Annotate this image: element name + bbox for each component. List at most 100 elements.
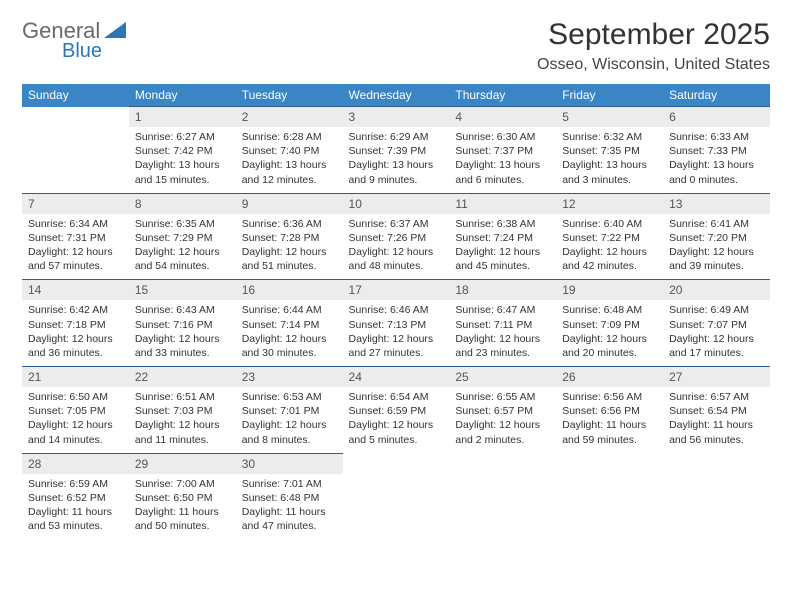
- calendar-cell: 17Sunrise: 6:46 AMSunset: 7:13 PMDayligh…: [343, 280, 450, 367]
- day-content: Sunrise: 6:40 AMSunset: 7:22 PMDaylight:…: [556, 214, 663, 280]
- day-number: 21: [22, 367, 129, 387]
- day-number: 25: [449, 367, 556, 387]
- calendar-cell: 15Sunrise: 6:43 AMSunset: 7:16 PMDayligh…: [129, 280, 236, 367]
- day-number: 9: [236, 194, 343, 214]
- day-content: Sunrise: 6:47 AMSunset: 7:11 PMDaylight:…: [449, 300, 556, 366]
- day-number: 10: [343, 194, 450, 214]
- calendar-cell: [449, 453, 556, 539]
- day-content: Sunrise: 6:44 AMSunset: 7:14 PMDaylight:…: [236, 300, 343, 366]
- day-number: 3: [343, 107, 450, 127]
- day-content: Sunrise: 6:51 AMSunset: 7:03 PMDaylight:…: [129, 387, 236, 453]
- day-content: Sunrise: 6:55 AMSunset: 6:57 PMDaylight:…: [449, 387, 556, 453]
- day-content: Sunrise: 6:59 AMSunset: 6:52 PMDaylight:…: [22, 474, 129, 540]
- day-content: Sunrise: 6:27 AMSunset: 7:42 PMDaylight:…: [129, 127, 236, 193]
- day-content: Sunrise: 6:35 AMSunset: 7:29 PMDaylight:…: [129, 214, 236, 280]
- day-content: Sunrise: 6:56 AMSunset: 6:56 PMDaylight:…: [556, 387, 663, 453]
- calendar-head: SundayMondayTuesdayWednesdayThursdayFrid…: [22, 84, 770, 107]
- calendar-cell: [343, 453, 450, 539]
- day-content: Sunrise: 6:29 AMSunset: 7:39 PMDaylight:…: [343, 127, 450, 193]
- calendar-cell: 20Sunrise: 6:49 AMSunset: 7:07 PMDayligh…: [663, 280, 770, 367]
- day-number: 18: [449, 280, 556, 300]
- logo-text-2: Blue: [62, 40, 102, 63]
- day-content: Sunrise: 6:46 AMSunset: 7:13 PMDaylight:…: [343, 300, 450, 366]
- day-number: 12: [556, 194, 663, 214]
- calendar-cell: 7Sunrise: 6:34 AMSunset: 7:31 PMDaylight…: [22, 193, 129, 280]
- day-content: Sunrise: 6:38 AMSunset: 7:24 PMDaylight:…: [449, 214, 556, 280]
- calendar-cell: 12Sunrise: 6:40 AMSunset: 7:22 PMDayligh…: [556, 193, 663, 280]
- day-content: Sunrise: 6:28 AMSunset: 7:40 PMDaylight:…: [236, 127, 343, 193]
- calendar-week-row: 28Sunrise: 6:59 AMSunset: 6:52 PMDayligh…: [22, 453, 770, 539]
- month-title: September 2025: [537, 18, 770, 52]
- calendar-cell: 21Sunrise: 6:50 AMSunset: 7:05 PMDayligh…: [22, 367, 129, 454]
- day-content: Sunrise: 6:41 AMSunset: 7:20 PMDaylight:…: [663, 214, 770, 280]
- day-content: Sunrise: 6:49 AMSunset: 7:07 PMDaylight:…: [663, 300, 770, 366]
- calendar-cell: 13Sunrise: 6:41 AMSunset: 7:20 PMDayligh…: [663, 193, 770, 280]
- weekday-header: Sunday: [22, 84, 129, 107]
- calendar-cell: 8Sunrise: 6:35 AMSunset: 7:29 PMDaylight…: [129, 193, 236, 280]
- day-number: 7: [22, 194, 129, 214]
- day-number: 20: [663, 280, 770, 300]
- calendar-cell: 29Sunrise: 7:00 AMSunset: 6:50 PMDayligh…: [129, 453, 236, 539]
- calendar-cell: 19Sunrise: 6:48 AMSunset: 7:09 PMDayligh…: [556, 280, 663, 367]
- logo-triangle-icon: [104, 18, 126, 44]
- day-number: 19: [556, 280, 663, 300]
- day-number: 28: [22, 454, 129, 474]
- calendar-cell: 24Sunrise: 6:54 AMSunset: 6:59 PMDayligh…: [343, 367, 450, 454]
- day-number: 6: [663, 107, 770, 127]
- weekday-header: Wednesday: [343, 84, 450, 107]
- calendar-cell: 10Sunrise: 6:37 AMSunset: 7:26 PMDayligh…: [343, 193, 450, 280]
- day-number: 11: [449, 194, 556, 214]
- day-content: Sunrise: 6:30 AMSunset: 7:37 PMDaylight:…: [449, 127, 556, 193]
- day-content: Sunrise: 7:01 AMSunset: 6:48 PMDaylight:…: [236, 474, 343, 540]
- calendar-table: SundayMondayTuesdayWednesdayThursdayFrid…: [22, 84, 770, 539]
- day-number: 26: [556, 367, 663, 387]
- day-number: 17: [343, 280, 450, 300]
- calendar-cell: 1Sunrise: 6:27 AMSunset: 7:42 PMDaylight…: [129, 107, 236, 194]
- calendar-cell: 25Sunrise: 6:55 AMSunset: 6:57 PMDayligh…: [449, 367, 556, 454]
- day-content: Sunrise: 6:54 AMSunset: 6:59 PMDaylight:…: [343, 387, 450, 453]
- day-number: 16: [236, 280, 343, 300]
- calendar-cell: 18Sunrise: 6:47 AMSunset: 7:11 PMDayligh…: [449, 280, 556, 367]
- calendar-body: 1Sunrise: 6:27 AMSunset: 7:42 PMDaylight…: [22, 107, 770, 540]
- day-number: 29: [129, 454, 236, 474]
- day-number: 23: [236, 367, 343, 387]
- calendar-cell: 9Sunrise: 6:36 AMSunset: 7:28 PMDaylight…: [236, 193, 343, 280]
- day-content: Sunrise: 6:43 AMSunset: 7:16 PMDaylight:…: [129, 300, 236, 366]
- day-number: 22: [129, 367, 236, 387]
- day-content: Sunrise: 6:34 AMSunset: 7:31 PMDaylight:…: [22, 214, 129, 280]
- calendar-week-row: 21Sunrise: 6:50 AMSunset: 7:05 PMDayligh…: [22, 367, 770, 454]
- weekday-header: Saturday: [663, 84, 770, 107]
- calendar-week-row: 14Sunrise: 6:42 AMSunset: 7:18 PMDayligh…: [22, 280, 770, 367]
- day-number: 24: [343, 367, 450, 387]
- calendar-cell: 4Sunrise: 6:30 AMSunset: 7:37 PMDaylight…: [449, 107, 556, 194]
- header: General Blue September 2025 Osseo, Wisco…: [22, 18, 770, 74]
- weekday-header: Thursday: [449, 84, 556, 107]
- day-content: Sunrise: 6:53 AMSunset: 7:01 PMDaylight:…: [236, 387, 343, 453]
- calendar-cell: 6Sunrise: 6:33 AMSunset: 7:33 PMDaylight…: [663, 107, 770, 194]
- day-content: Sunrise: 6:48 AMSunset: 7:09 PMDaylight:…: [556, 300, 663, 366]
- logo: General Blue: [22, 18, 126, 44]
- calendar-cell: 22Sunrise: 6:51 AMSunset: 7:03 PMDayligh…: [129, 367, 236, 454]
- calendar-cell: 26Sunrise: 6:56 AMSunset: 6:56 PMDayligh…: [556, 367, 663, 454]
- calendar-cell: 23Sunrise: 6:53 AMSunset: 7:01 PMDayligh…: [236, 367, 343, 454]
- day-content: Sunrise: 6:42 AMSunset: 7:18 PMDaylight:…: [22, 300, 129, 366]
- day-number: 27: [663, 367, 770, 387]
- day-content: Sunrise: 6:36 AMSunset: 7:28 PMDaylight:…: [236, 214, 343, 280]
- calendar-cell: [663, 453, 770, 539]
- day-content: Sunrise: 6:32 AMSunset: 7:35 PMDaylight:…: [556, 127, 663, 193]
- day-number: 8: [129, 194, 236, 214]
- calendar-cell: 5Sunrise: 6:32 AMSunset: 7:35 PMDaylight…: [556, 107, 663, 194]
- title-block: September 2025 Osseo, Wisconsin, United …: [537, 18, 770, 74]
- calendar-cell: 16Sunrise: 6:44 AMSunset: 7:14 PMDayligh…: [236, 280, 343, 367]
- day-number: 30: [236, 454, 343, 474]
- calendar-week-row: 1Sunrise: 6:27 AMSunset: 7:42 PMDaylight…: [22, 107, 770, 194]
- calendar-cell: 28Sunrise: 6:59 AMSunset: 6:52 PMDayligh…: [22, 453, 129, 539]
- day-content: Sunrise: 6:57 AMSunset: 6:54 PMDaylight:…: [663, 387, 770, 453]
- calendar-cell: 11Sunrise: 6:38 AMSunset: 7:24 PMDayligh…: [449, 193, 556, 280]
- calendar-cell: 30Sunrise: 7:01 AMSunset: 6:48 PMDayligh…: [236, 453, 343, 539]
- day-number: 13: [663, 194, 770, 214]
- weekday-header: Monday: [129, 84, 236, 107]
- calendar-cell: [22, 107, 129, 194]
- calendar-cell: 14Sunrise: 6:42 AMSunset: 7:18 PMDayligh…: [22, 280, 129, 367]
- day-content: Sunrise: 6:37 AMSunset: 7:26 PMDaylight:…: [343, 214, 450, 280]
